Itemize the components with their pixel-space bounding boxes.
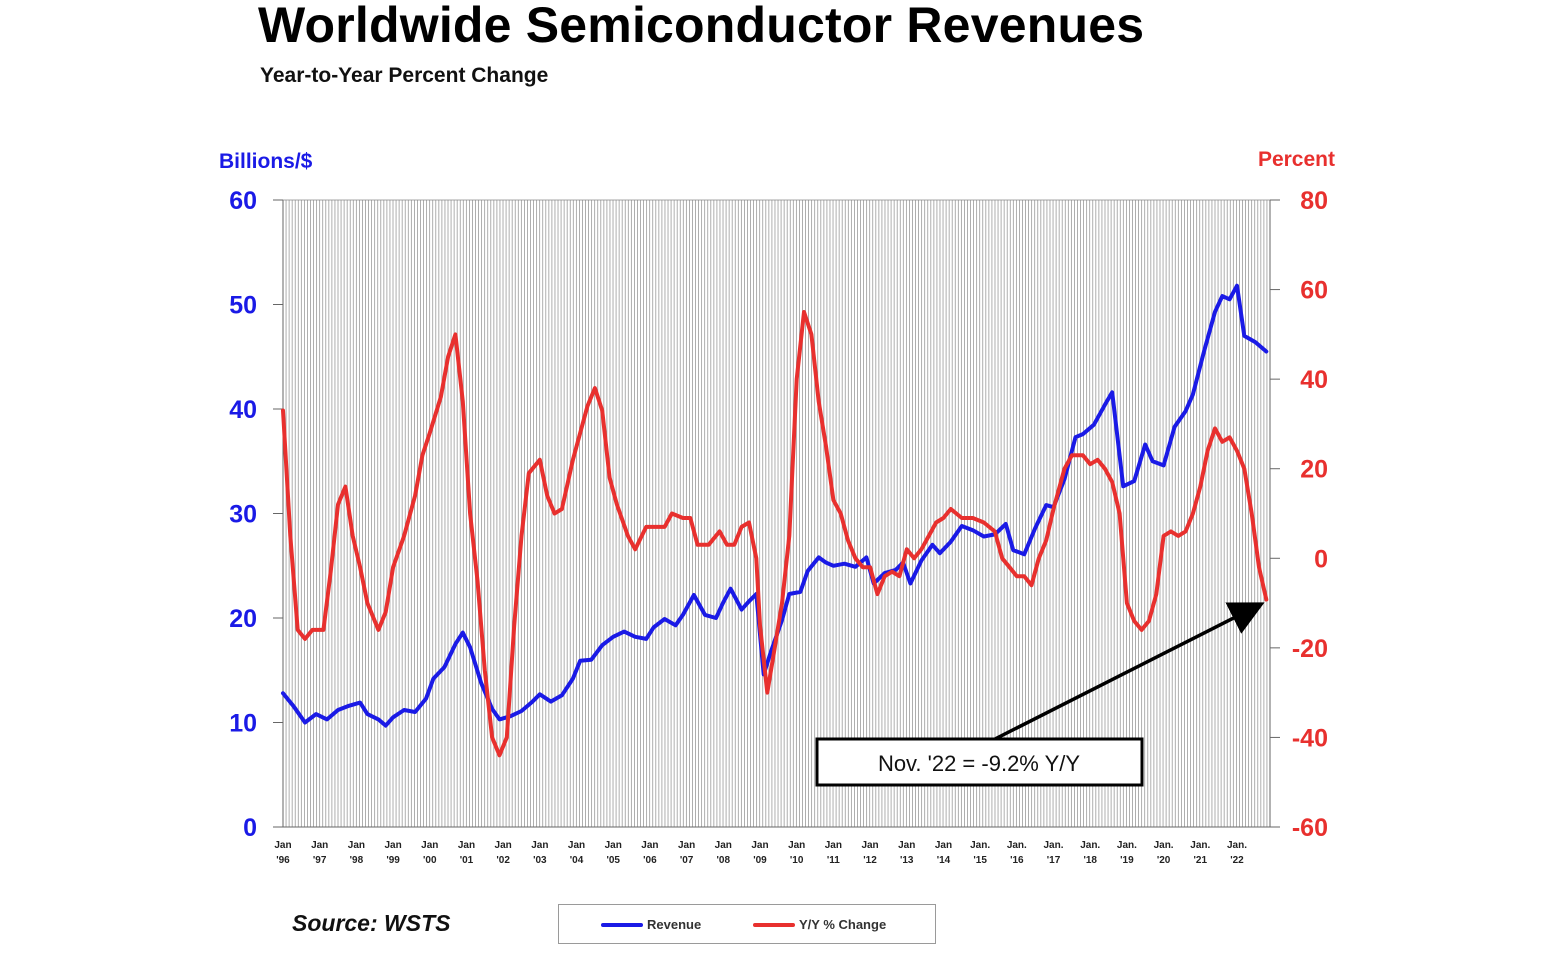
x-tick-label-year: '99 — [386, 855, 400, 866]
x-tick-label-month: Jan — [605, 840, 622, 851]
x-tick-label-month: Jan. — [1044, 840, 1064, 851]
x-tick-label-year: '01 — [460, 855, 474, 866]
x-tick-label-month: Jan — [825, 840, 842, 851]
x-tick-label-year: '10 — [790, 855, 804, 866]
x-tick-label-year: '20 — [1157, 855, 1171, 866]
x-tick-label-year: '13 — [900, 855, 914, 866]
x-tick-label-month: Jan — [678, 840, 695, 851]
right-tick-label: 80 — [1300, 187, 1328, 215]
legend-label-revenue: Revenue — [647, 917, 702, 932]
x-tick-label-year: '00 — [423, 855, 437, 866]
x-tick-label-month: Jan — [568, 840, 585, 851]
x-tick-label-month: Jan. — [1117, 840, 1137, 851]
left-axis-label: Billions/$ — [219, 150, 313, 173]
x-tick-label-month: Jan — [274, 840, 291, 851]
x-tick-label-month: Jan — [311, 840, 328, 851]
x-tick-label-month: Jan — [348, 840, 365, 851]
annotation-box — [815, 737, 1144, 787]
x-tick-label-month: Jan — [458, 840, 475, 851]
x-tick-label-month: Jan — [495, 840, 512, 851]
x-tick-label-month: Jan. — [1154, 840, 1174, 851]
chart-title: Worldwide Semiconductor Revenues — [258, 0, 1145, 53]
x-tick-label-month: Jan. — [970, 840, 990, 851]
x-tick-label-year: '16 — [1010, 855, 1024, 866]
x-tick-label-year: '97 — [313, 855, 327, 866]
annotation-text: Nov. '22 = -9.2% Y/Y — [878, 751, 1080, 776]
x-tick-label-year: '05 — [606, 855, 620, 866]
x-tick-label-year: '03 — [533, 855, 547, 866]
left-tick-label: 50 — [229, 292, 257, 320]
x-tick-label-month: Jan — [861, 840, 878, 851]
right-tick-label: -60 — [1292, 814, 1328, 842]
chart-subtitle: Year-to-Year Percent Change — [260, 64, 549, 87]
x-tick-label-month: Jan — [935, 840, 952, 851]
x-tick-label-month: Jan. — [1227, 840, 1247, 851]
series-line-yoy — [281, 310, 1269, 758]
x-tick-label-month: Jan — [715, 840, 732, 851]
x-tick-label-month: Jan — [898, 840, 915, 851]
right-tick-label: -40 — [1292, 724, 1328, 752]
left-tick-label: 30 — [229, 501, 257, 529]
x-tick-label-month: Jan — [641, 840, 658, 851]
right-tick-label: 20 — [1300, 456, 1328, 484]
legend-swatch-yoy — [753, 922, 795, 927]
legend-item-yoy: Y/Y % Change — [753, 917, 886, 932]
right-axis-label: Percent — [1258, 148, 1335, 171]
x-tick-label-month: Jan — [788, 840, 805, 851]
right-tick-label: 60 — [1300, 277, 1328, 305]
x-tick-label-year: '98 — [350, 855, 364, 866]
annotation-layer: Nov. '22 = -9.2% Y/Y — [815, 602, 1265, 787]
series-lines — [281, 283, 1269, 758]
x-tick-label-year: '15 — [973, 855, 987, 866]
x-tick-label-year: '07 — [680, 855, 694, 866]
vertical-gridlines — [282, 200, 1271, 827]
left-tick-label: 10 — [229, 710, 257, 738]
x-tick-label-month: Jan — [421, 840, 438, 851]
x-tick-label-month: Jan. — [1080, 840, 1100, 851]
x-tick-label-year: '18 — [1083, 855, 1097, 866]
legend-label-yoy: Y/Y % Change — [799, 917, 887, 932]
x-tick-label-year: '96 — [276, 855, 290, 866]
x-tick-label-year: '02 — [496, 855, 510, 866]
legend-swatch-revenue — [601, 922, 643, 927]
left-tick-label: 60 — [229, 187, 257, 215]
right-tick-label: 40 — [1300, 366, 1328, 394]
x-tick-label-year: '21 — [1194, 855, 1208, 866]
x-tick-label-year: '06 — [643, 855, 657, 866]
right-tick-label: -20 — [1292, 635, 1328, 663]
x-tick-label-year: '12 — [863, 855, 877, 866]
x-tick-label-month: Jan — [531, 840, 548, 851]
right-tick-label: 0 — [1314, 545, 1328, 573]
annotation-arrow — [994, 602, 1265, 741]
x-tick-label-year: '14 — [937, 855, 951, 866]
x-tick-label-year: '08 — [717, 855, 731, 866]
left-tick-label: 0 — [243, 814, 257, 842]
x-tick-label-month: Jan — [384, 840, 401, 851]
left-tick-label: 40 — [229, 396, 257, 424]
axes: 0 10 20 30 40 50 60 Billions/$ -60 -40 -20 0 20 40 60 8… — [219, 148, 1335, 866]
x-tick-label-month: Jan — [751, 840, 768, 851]
x-tick-label-year: '17 — [1047, 855, 1061, 866]
x-tick-label-year: '11 — [827, 855, 840, 866]
x-tick-label-year: '04 — [570, 855, 584, 866]
x-tick-label-year: '19 — [1120, 855, 1134, 866]
legend-item-revenue: Revenue — [601, 917, 701, 932]
x-tick-label-year: '22 — [1230, 855, 1244, 866]
legend: Revenue Y/Y % Change — [558, 904, 936, 944]
left-tick-label: 20 — [229, 605, 257, 633]
x-tick-label-month: Jan. — [1190, 840, 1210, 851]
x-tick-label-year: '09 — [753, 855, 767, 866]
x-tick-label-month: Jan. — [1007, 840, 1027, 851]
source-note: Source: WSTS — [292, 910, 451, 936]
